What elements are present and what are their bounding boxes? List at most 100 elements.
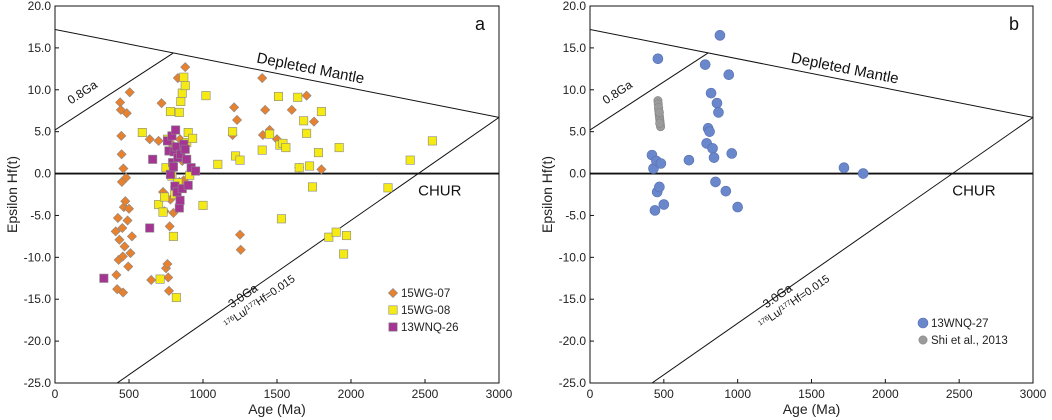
point-15wg-08 (180, 81, 190, 91)
y-tick-label: 5.0 (34, 125, 51, 139)
point-15wg-07 (180, 62, 191, 73)
point-15wg-07 (124, 87, 135, 98)
reference-line-3-0ga (651, 117, 1033, 383)
point-shi-et-al-2013 (655, 118, 665, 128)
legend-marker-15wg-08 (388, 305, 398, 315)
point-15wg-08 (331, 227, 341, 237)
ga-0-8-label: 0.8Ga (65, 77, 100, 107)
point-13wnq-26 (148, 154, 158, 164)
point-15wg-08 (342, 231, 352, 241)
point-15wg-08 (265, 129, 275, 139)
panel-a: -25.0 -20.0 -15.0 -10.0 -5.0 0.0 5.0 10.0 15.0 20… (4, 0, 513, 417)
point-13wnq-27 (652, 53, 664, 65)
reference-line-3-0ga (116, 117, 499, 383)
y-tick-label: 0.0 (34, 167, 51, 181)
point-15wg-07 (115, 104, 126, 115)
legend-marker-15wg-07 (387, 287, 399, 299)
point-13wnq-26 (180, 144, 190, 154)
x-tick-label: 1500 (264, 387, 291, 401)
point-13wnq-26 (168, 162, 178, 172)
point-13wnq-26 (191, 166, 201, 176)
point-13wnq-26 (175, 195, 185, 205)
point-13wnq-26 (174, 203, 184, 213)
legend-label-shi-et-al-2013: Shi et al., 2013 (931, 335, 1008, 347)
point-15wg-07 (163, 272, 174, 283)
y-tick-label: -25.0 (24, 376, 52, 390)
point-13wnq-27 (649, 205, 661, 216)
point-13wnq-26 (145, 223, 155, 233)
point-15wg-07 (164, 221, 175, 232)
point-15wg-07 (116, 149, 127, 160)
point-13wnq-26 (171, 125, 181, 135)
legend: 15WG-07 15WG-08 13WNQ-26 (387, 287, 459, 334)
point-15wg-07 (123, 261, 134, 272)
point-13wnq-27 (658, 199, 670, 210)
x-tick-label: 500 (654, 387, 674, 401)
point-15wg-08 (213, 159, 223, 169)
x-tick-label: 1000 (724, 387, 751, 401)
point-15wg-07 (153, 135, 164, 146)
point-15wg-08 (160, 192, 170, 202)
point-13wnq-27 (838, 162, 850, 173)
point-15wg-08 (294, 163, 304, 173)
point-15wg-07 (123, 203, 135, 214)
point-15wg-08 (339, 249, 349, 259)
point-15wg-08 (324, 232, 334, 242)
y-tick-label: 5.0 (569, 125, 586, 139)
y-tick-label: -10.0 (24, 250, 52, 264)
point-15wg-08 (177, 88, 187, 98)
point-13wnq-27 (711, 97, 723, 109)
point-15wg-08 (383, 183, 393, 193)
point-15wg-07 (257, 73, 268, 84)
reference-line-depleted-mantle (55, 28, 499, 118)
point-13wnq-27 (710, 176, 721, 188)
y-axis-title: Epsilon Hf(t) (539, 156, 555, 233)
point-15wg-08 (188, 133, 198, 143)
x-tick-label: 2000 (338, 387, 365, 401)
x-tick-label: 500 (119, 387, 139, 401)
x-tick-label: 1000 (190, 387, 217, 401)
point-15wg-07 (163, 285, 174, 296)
series-shi-et-al-2013 (653, 96, 666, 132)
x-tick-label: 2500 (946, 387, 973, 401)
point-15wg-08 (405, 155, 415, 165)
point-15wg-08 (427, 136, 437, 146)
point-15wg-08 (228, 127, 238, 137)
point-15wg-07 (260, 104, 271, 115)
point-15wg-07 (234, 229, 246, 240)
point-15wg-07 (122, 215, 133, 226)
hf-ratio-value: Hf=0.015 (254, 273, 298, 309)
point-15wg-07 (117, 251, 128, 262)
y-tick-label: -25.0 (559, 376, 587, 390)
y-tick-label: -10.0 (559, 250, 587, 264)
point-15wg-08 (316, 107, 326, 117)
point-13wnq-27 (720, 185, 732, 197)
point-15wg-07 (156, 98, 167, 109)
point-13wnq-27 (683, 154, 695, 166)
point-15wg-07 (121, 172, 132, 183)
point-15wg-08 (176, 97, 186, 107)
point-13wnq-27 (707, 143, 718, 154)
point-15wg-08 (179, 72, 189, 82)
point-15wg-08 (155, 274, 165, 284)
point-15wg-07 (308, 116, 320, 127)
point-15wg-08 (201, 91, 211, 101)
y-tick-label: -20.0 (559, 334, 587, 348)
point-13wnq-27 (713, 107, 724, 118)
point-15wg-08 (257, 145, 267, 155)
point-13wnq-27 (655, 158, 667, 169)
y-tick-label: 10.0 (28, 83, 52, 97)
panel-letter: b (1009, 14, 1019, 34)
x-tick-label: 0 (52, 387, 59, 401)
y-tick-label: 20.0 (563, 0, 587, 13)
series-13wnq-27 (646, 30, 869, 216)
reference-line-0-8ga (55, 52, 174, 131)
point-15wg-08 (302, 128, 312, 138)
y-tick-label: -15.0 (559, 292, 587, 306)
point-13wnq-26 (183, 180, 193, 190)
point-15wg-07 (286, 104, 297, 115)
ga-0-8-label: 0.8Ga (600, 77, 635, 107)
point-15wg-07 (112, 212, 123, 223)
